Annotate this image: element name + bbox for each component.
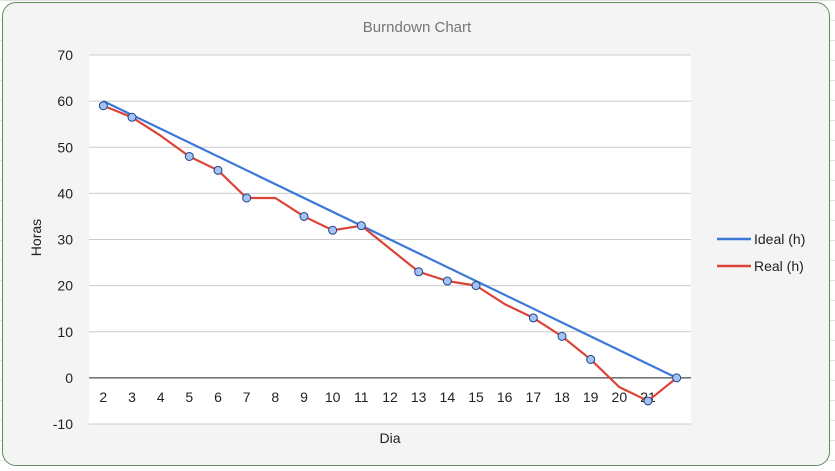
x-tick-label: 2	[99, 389, 107, 405]
data-point	[471, 281, 481, 291]
x-tick-label: 17	[526, 389, 542, 405]
data-point	[557, 331, 567, 341]
y-tick-label: 0	[65, 370, 73, 386]
data-point	[98, 101, 108, 111]
x-axis-title: Dia	[379, 430, 400, 446]
x-tick-label: 10	[325, 389, 341, 405]
x-tick-label: 4	[157, 389, 165, 405]
x-tick-label: 12	[382, 389, 398, 405]
data-point	[586, 354, 596, 364]
data-point	[242, 193, 252, 203]
x-tick-label: 13	[411, 389, 427, 405]
data-point	[414, 267, 424, 277]
y-tick-label: 10	[57, 324, 73, 340]
x-tick-label: 6	[214, 389, 222, 405]
chart-container[interactable]: Burndown Chart -10 0 10 20 30 40 50 60 70 2 3 4 5 6 7 8 9…	[2, 2, 830, 466]
data-point	[442, 276, 452, 286]
legend-label-ideal: Ideal (h)	[754, 231, 805, 247]
data-point	[356, 221, 366, 231]
data-point	[299, 211, 309, 221]
data-point	[328, 225, 338, 235]
y-tick-label: 30	[57, 232, 73, 248]
x-tick-label: 7	[243, 389, 251, 405]
data-point	[213, 165, 223, 175]
x-tick-label: 15	[468, 389, 484, 405]
series-line-ideal	[102, 100, 678, 379]
x-tick-label: 16	[497, 389, 513, 405]
burndown-chart: Burndown Chart -10 0 10 20 30 40 50 60 70 2 3 4 5 6 7 8 9…	[28, 19, 805, 446]
data-point	[643, 396, 653, 406]
x-tick-label: 9	[300, 389, 308, 405]
y-tick-label: 60	[57, 93, 73, 109]
data-point	[672, 373, 682, 383]
x-tick-label: 20	[612, 389, 628, 405]
data-point	[184, 151, 194, 161]
data-point	[528, 313, 538, 323]
legend-label-real: Real (h)	[754, 258, 804, 274]
x-tick-label: 18	[554, 389, 570, 405]
y-tick-label: -10	[53, 416, 73, 432]
y-tick-label: 20	[57, 278, 73, 294]
x-tick-label: 19	[583, 389, 599, 405]
chart-title: Burndown Chart	[363, 19, 472, 36]
y-axis-title: Horas	[28, 219, 44, 256]
y-tick-label: 40	[57, 185, 73, 201]
series-line-real	[102, 104, 678, 403]
x-tick-label: 11	[354, 389, 369, 405]
y-tick-label: 50	[57, 139, 73, 155]
x-tick-label: 5	[185, 389, 193, 405]
x-tick-label: 3	[128, 389, 136, 405]
y-tick-label: 70	[57, 47, 73, 63]
x-tick-label: 14	[440, 389, 456, 405]
data-point	[127, 112, 137, 122]
x-tick-label: 8	[271, 389, 279, 405]
